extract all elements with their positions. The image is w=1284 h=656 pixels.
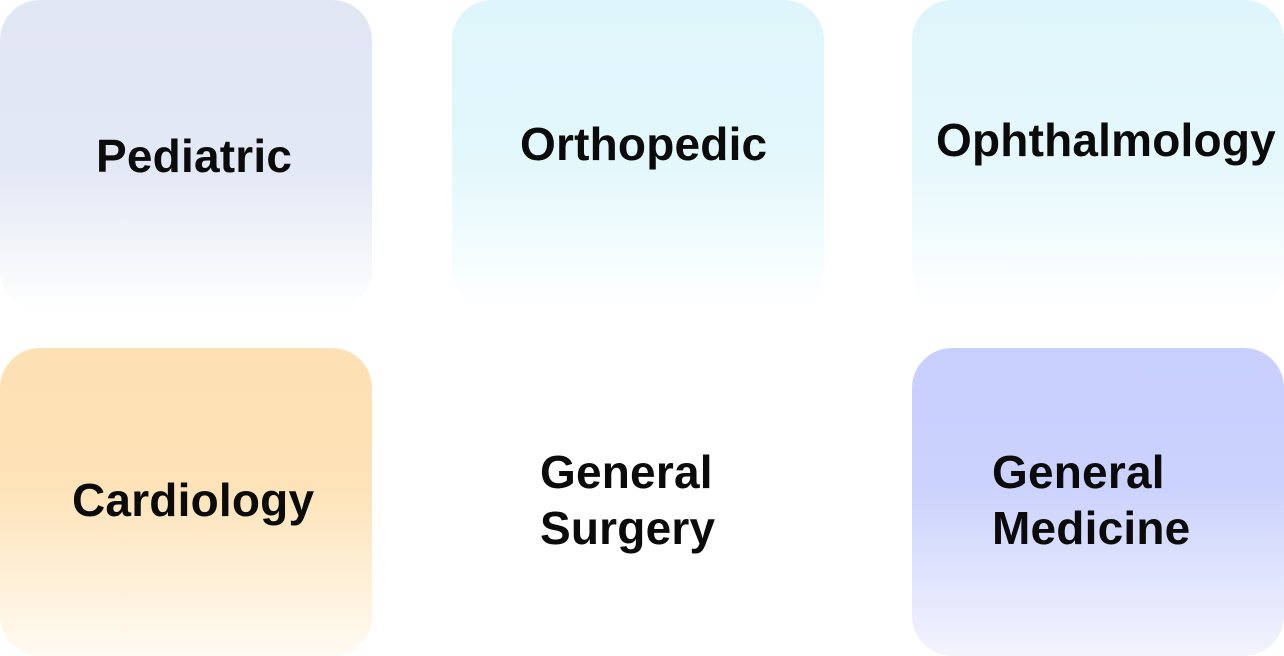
specialty-label: Cardiology	[72, 474, 315, 526]
specialty-card-orthopedic[interactable]: Orthopedic	[452, 0, 824, 310]
specialty-label: General Medicine	[992, 446, 1191, 554]
specialty-card-general-surgery[interactable]: General Surgery	[452, 348, 824, 656]
specialty-card-pediatric[interactable]: Pediatric	[0, 0, 372, 310]
specialty-card-ophthalmology[interactable]: Ophthalmology	[912, 0, 1284, 310]
specialty-label: Ophthalmology	[936, 114, 1276, 166]
specialty-label: Pediatric	[96, 130, 293, 182]
specialty-card-general-medicine[interactable]: General Medicine	[912, 348, 1284, 656]
specialty-label: General Surgery	[540, 446, 716, 554]
specialty-card-cardiology[interactable]: Cardiology	[0, 348, 372, 656]
specialty-label: Orthopedic	[520, 118, 768, 170]
